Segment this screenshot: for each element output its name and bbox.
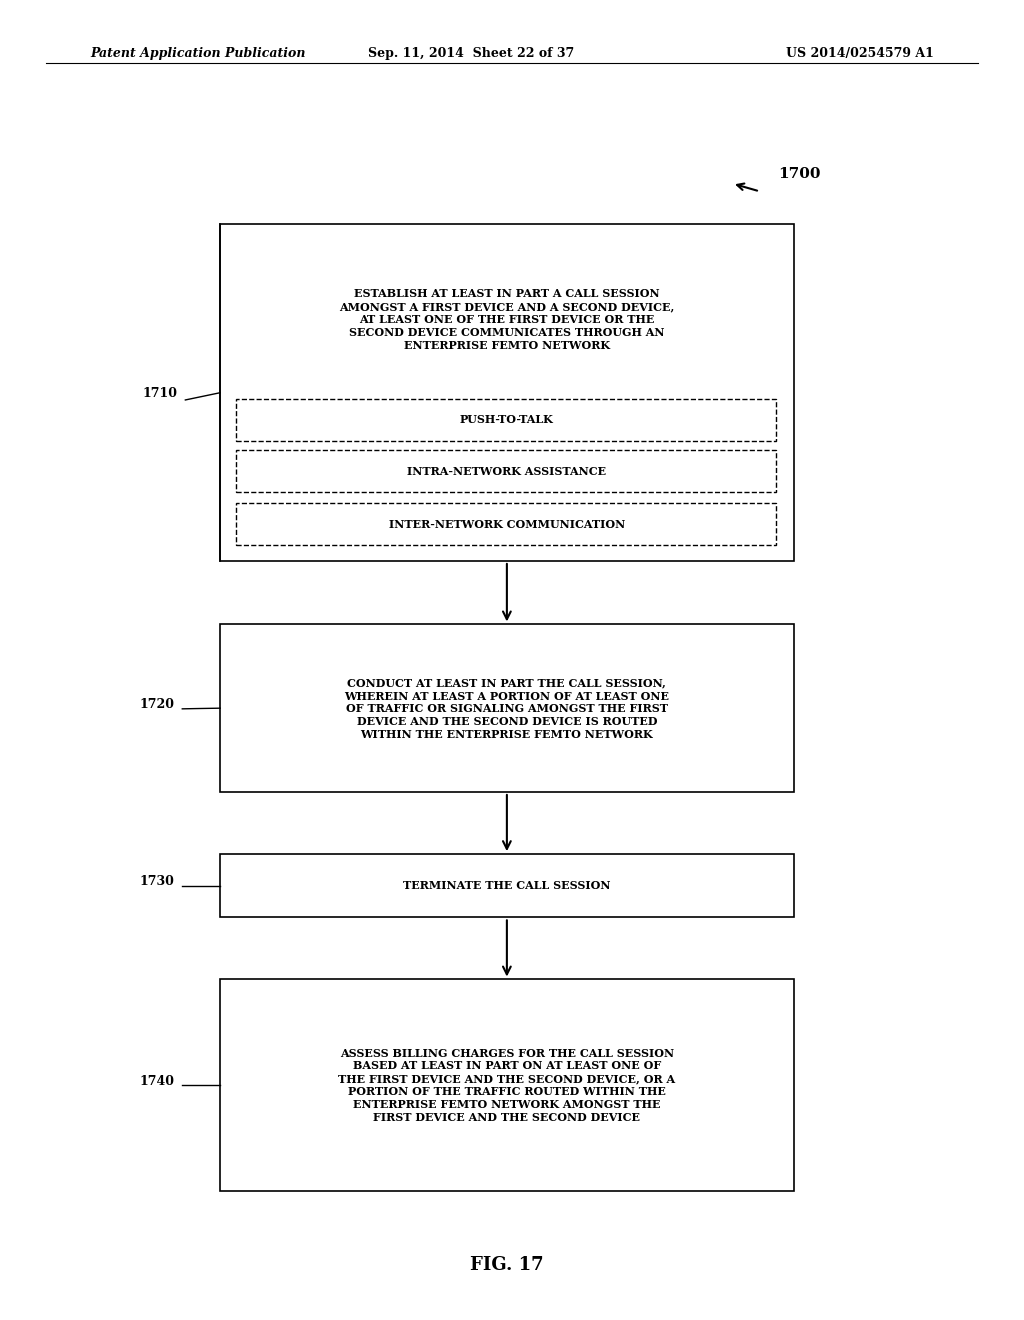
Text: 1700: 1700 bbox=[778, 168, 821, 181]
Text: 1730: 1730 bbox=[139, 875, 174, 888]
Bar bbox=[220, 624, 794, 792]
Text: US 2014/0254579 A1: US 2014/0254579 A1 bbox=[786, 48, 934, 59]
Text: PUSH-TO-TALK: PUSH-TO-TALK bbox=[460, 414, 554, 425]
Text: CONDUCT AT LEAST IN PART THE CALL SESSION,
WHEREIN AT LEAST A PORTION OF AT LEAS: CONDUCT AT LEAST IN PART THE CALL SESSIO… bbox=[344, 677, 670, 741]
Text: Sep. 11, 2014  Sheet 22 of 37: Sep. 11, 2014 Sheet 22 of 37 bbox=[368, 48, 574, 59]
Bar bbox=[220, 224, 794, 561]
Bar bbox=[220, 979, 794, 1191]
Text: FIG. 17: FIG. 17 bbox=[470, 1255, 544, 1274]
Text: 1740: 1740 bbox=[139, 1074, 174, 1088]
Bar bbox=[220, 854, 794, 917]
Text: 1710: 1710 bbox=[142, 387, 177, 400]
Text: INTER-NETWORK COMMUNICATION: INTER-NETWORK COMMUNICATION bbox=[389, 519, 625, 529]
Bar bbox=[236, 450, 776, 492]
Text: ASSESS BILLING CHARGES FOR THE CALL SESSION
BASED AT LEAST IN PART ON AT LEAST O: ASSESS BILLING CHARGES FOR THE CALL SESS… bbox=[338, 1048, 676, 1122]
Bar bbox=[236, 399, 776, 441]
Bar bbox=[236, 503, 776, 545]
Text: 1720: 1720 bbox=[139, 698, 174, 711]
Text: Patent Application Publication: Patent Application Publication bbox=[90, 48, 305, 59]
Text: ESTABLISH AT LEAST IN PART A CALL SESSION
AMONGST A FIRST DEVICE AND A SECOND DE: ESTABLISH AT LEAST IN PART A CALL SESSIO… bbox=[339, 288, 675, 351]
Text: TERMINATE THE CALL SESSION: TERMINATE THE CALL SESSION bbox=[403, 880, 610, 891]
Text: INTRA-NETWORK ASSISTANCE: INTRA-NETWORK ASSISTANCE bbox=[408, 466, 606, 477]
